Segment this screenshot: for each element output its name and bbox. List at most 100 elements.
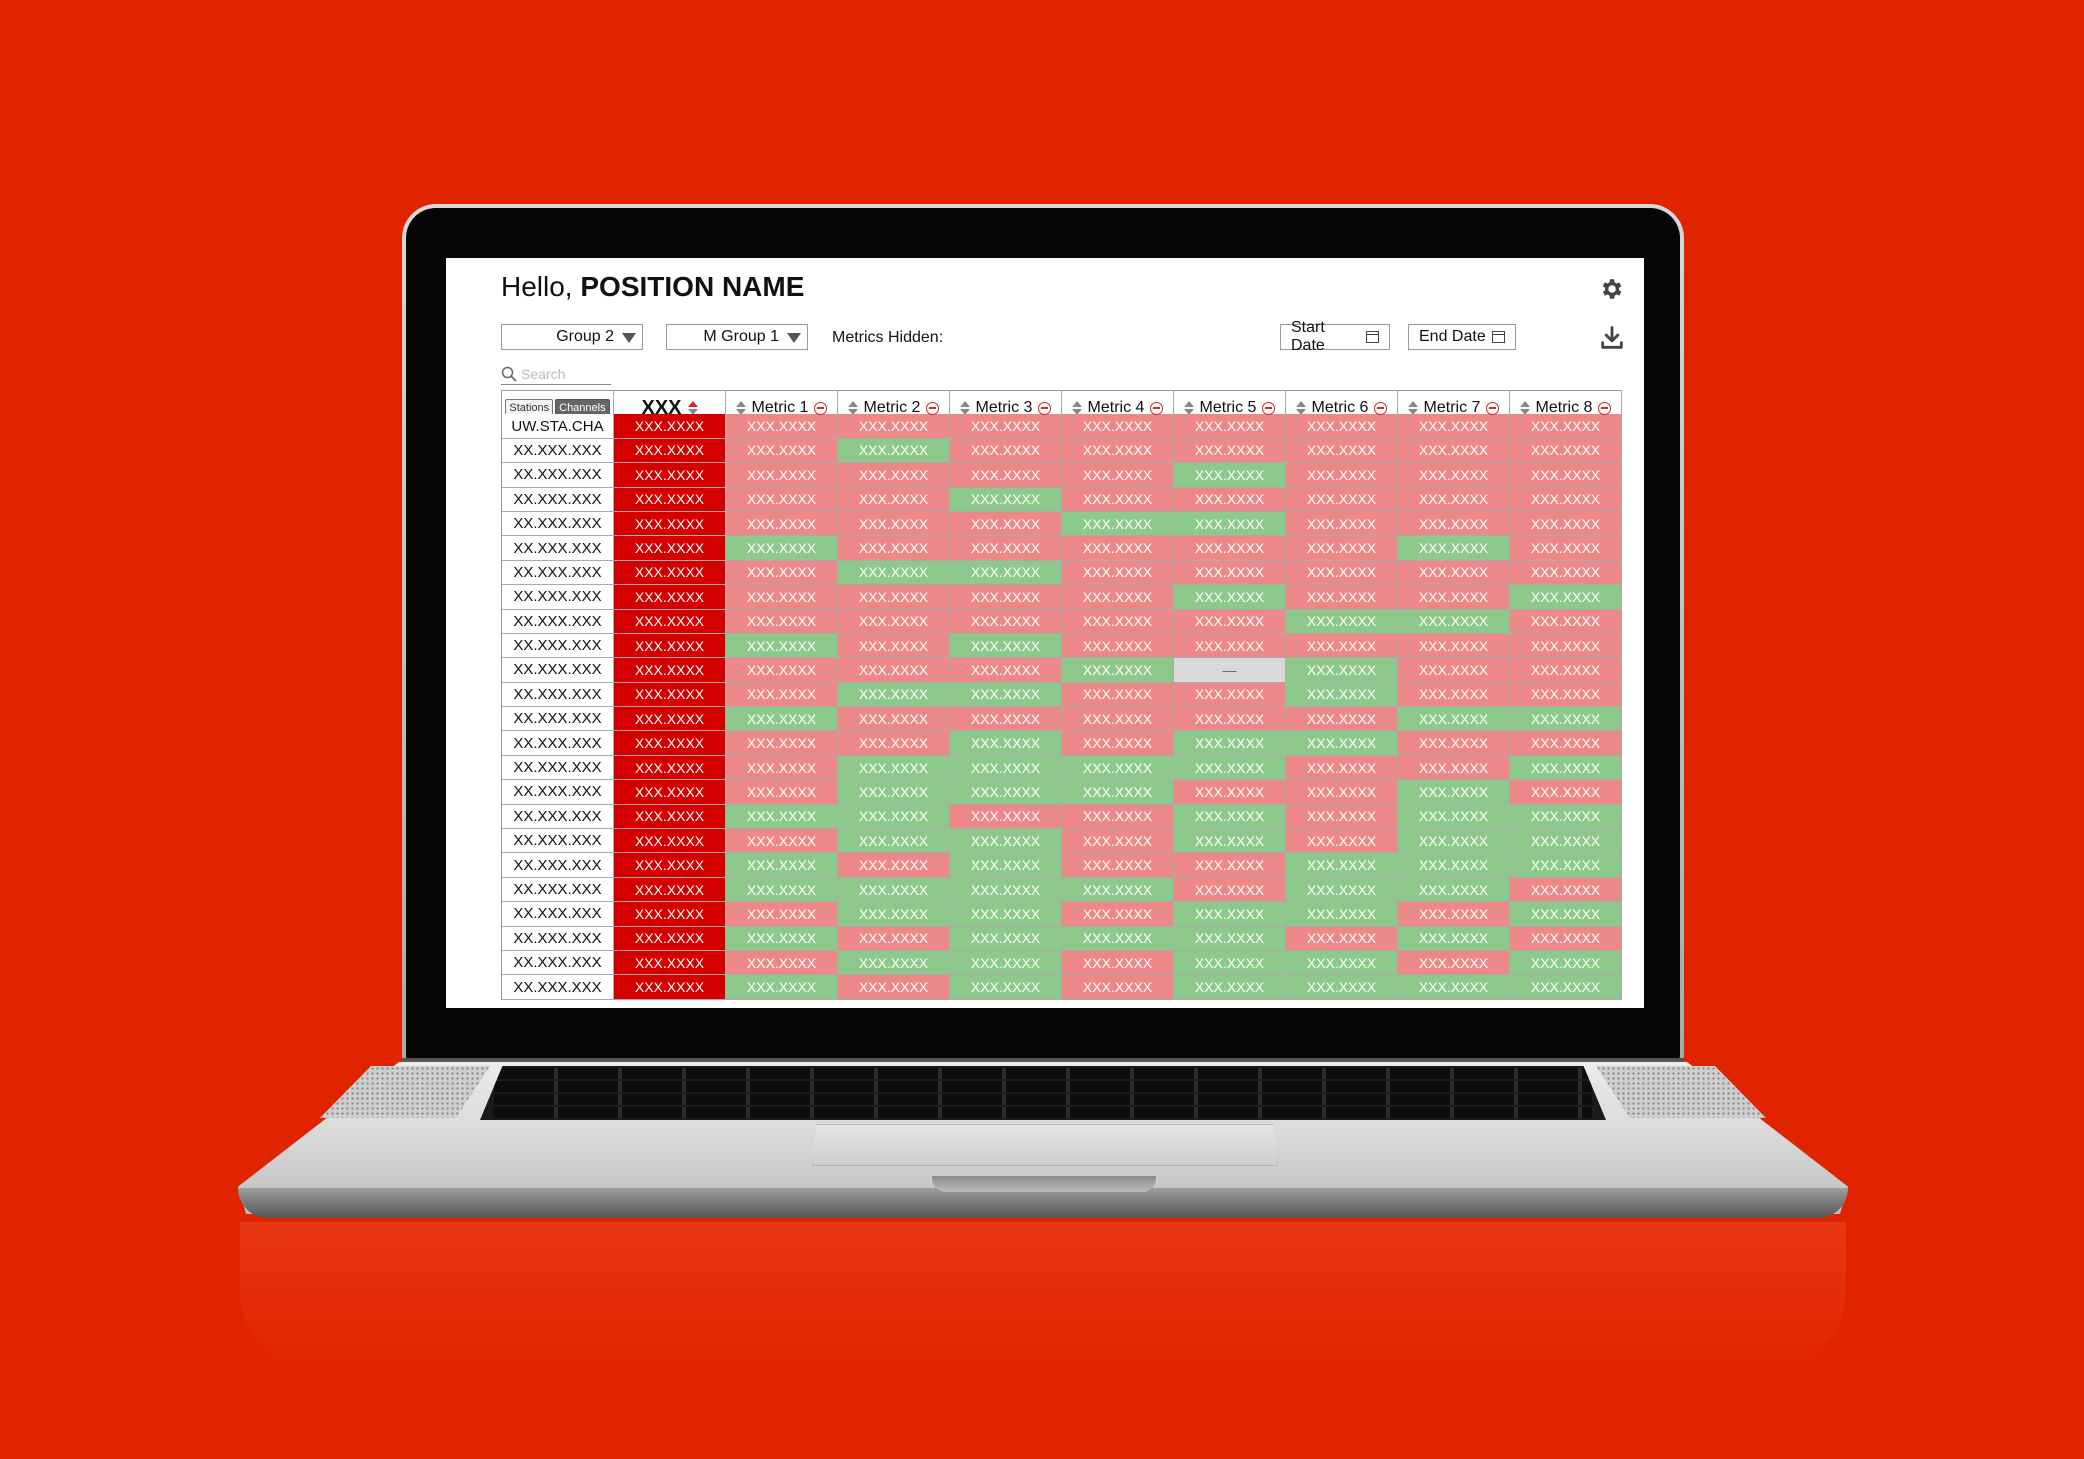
metric-value-cell: XXX.XXXX — [1174, 707, 1286, 732]
metric-header-label: Metric 4 — [1087, 399, 1145, 416]
metric-group-dropdown-value: M Group 1 — [703, 328, 779, 345]
search-box[interactable] — [501, 363, 611, 385]
metric-value-cell: XXX.XXXX — [950, 975, 1062, 1000]
minus-circle-icon[interactable] — [1486, 401, 1500, 415]
row-name[interactable]: XX.XXX.XXX — [502, 438, 614, 464]
metric-value-cell: XXX.XXXX — [950, 829, 1062, 854]
minus-circle-icon[interactable] — [1598, 401, 1612, 415]
metric-value-cell: XXX.XXXX — [1286, 780, 1398, 805]
row-name[interactable]: XX.XXX.XXX — [502, 536, 614, 561]
row-name[interactable]: XX.XXX.XXX — [502, 560, 614, 586]
row-name[interactable]: XX.XXX.XXX — [502, 975, 614, 1000]
primary-value-cell: XXX.XXXX — [614, 804, 726, 830]
sort-arrows-icon[interactable] — [1183, 401, 1194, 415]
sort-arrows-icon[interactable] — [1519, 401, 1530, 415]
metric-value-cell: XXX.XXXX — [1286, 877, 1398, 903]
metric-value-cell: XXX.XXXX — [1062, 902, 1174, 927]
metric-value-cell: XXX.XXXX — [1062, 609, 1174, 634]
metric-value-cell: XXX.XXXX — [1286, 755, 1398, 781]
minus-circle-icon[interactable] — [1262, 401, 1276, 415]
metric-value-cell: XXX.XXXX — [838, 829, 950, 854]
metric-value-cell: XXX.XXXX — [1174, 950, 1286, 976]
metric-value-cell: XXX.XXXX — [726, 877, 838, 903]
row-name[interactable]: XX.XXX.XXX — [502, 585, 614, 610]
metric-value-cell: XXX.XXXX — [1510, 780, 1622, 805]
sort-arrows-icon[interactable] — [847, 401, 858, 415]
row-name[interactable]: XX.XXX.XXX — [502, 487, 614, 512]
metric-value-cell: XXX.XXXX — [1510, 609, 1622, 634]
metric-value-cell: XXX.XXXX — [1286, 975, 1398, 1000]
metric-header-label: Metric 8 — [1535, 399, 1593, 416]
sort-arrows-icon[interactable] — [735, 401, 746, 415]
metric-value-cell: XXX.XXXX — [1510, 511, 1622, 537]
primary-value-cell: XXX.XXXX — [614, 780, 726, 805]
row-name[interactable]: XX.XXX.XXX — [502, 902, 614, 927]
metric-value-cell: XXX.XXXX — [950, 487, 1062, 512]
metric-value-cell: XXX.XXXX — [726, 755, 838, 781]
minus-circle-icon[interactable] — [1038, 401, 1052, 415]
sort-arrows-icon[interactable] — [1295, 401, 1306, 415]
speaker-grille-right — [1596, 1066, 1766, 1118]
metric-value-cell: XXX.XXXX — [1398, 511, 1510, 537]
metric-group-dropdown[interactable]: M Group 1 — [666, 324, 808, 350]
row-name[interactable]: XX.XXX.XXX — [502, 658, 614, 683]
metric-value-cell: XXX.XXXX — [950, 902, 1062, 927]
metric-value-cell: XXX.XXXX — [1174, 926, 1286, 951]
metric-value-cell: XXX.XXXX — [1174, 511, 1286, 537]
row-name[interactable]: XX.XXX.XXX — [502, 950, 614, 976]
sort-arrows-icon[interactable] — [1071, 401, 1082, 415]
metric-value-cell: XXX.XXXX — [1510, 658, 1622, 683]
row-name[interactable]: XX.XXX.XXX — [502, 609, 614, 634]
group-dropdown[interactable]: Group 2 — [501, 324, 643, 350]
metric-value-cell: XXX.XXXX — [1062, 585, 1174, 610]
metric-value-cell: XXX.XXXX — [1398, 804, 1510, 830]
metric-value-cell: XXX.XXXX — [950, 804, 1062, 830]
sort-arrows-icon[interactable] — [687, 401, 698, 415]
minus-circle-icon[interactable] — [1374, 401, 1388, 415]
metric-value-cell: XXX.XXXX — [1510, 877, 1622, 903]
row-name[interactable]: XX.XXX.XXX — [502, 829, 614, 854]
laptop-base-edge — [238, 1188, 1848, 1218]
metric-value-cell: XXX.XXXX — [1286, 487, 1398, 512]
download-icon[interactable] — [1598, 324, 1626, 352]
minus-circle-icon[interactable] — [1150, 401, 1164, 415]
end-date-button[interactable]: End Date — [1408, 324, 1516, 350]
metric-value-cell: XXX.XXXX — [726, 585, 838, 610]
metric-value-cell: XXX.XXXX — [726, 463, 838, 488]
row-name[interactable]: XX.XXX.XXX — [502, 926, 614, 951]
primary-value-cell: XXX.XXXX — [614, 658, 726, 683]
metric-value-cell: XXX.XXXX — [950, 707, 1062, 732]
minus-circle-icon[interactable] — [926, 401, 940, 415]
metric-value-cell: XXX.XXXX — [950, 609, 1062, 634]
row-name[interactable]: XX.XXX.XXX — [502, 633, 614, 659]
search-input[interactable] — [521, 365, 605, 382]
row-name[interactable]: UW.STA.CHA — [502, 414, 614, 439]
start-date-button[interactable]: Start Date — [1280, 319, 1390, 354]
row-name[interactable]: XX.XXX.XXX — [502, 780, 614, 805]
sort-arrows-icon[interactable] — [959, 401, 970, 415]
row-name[interactable]: XX.XXX.XXX — [502, 463, 614, 488]
primary-value-cell: XXX.XXXX — [614, 707, 726, 732]
metric-value-cell: XXX.XXXX — [1174, 463, 1286, 488]
metric-value-cell: XXX.XXXX — [1062, 780, 1174, 805]
metric-value-cell: XXX.XXXX — [1174, 853, 1286, 878]
row-name[interactable]: XX.XXX.XXX — [502, 511, 614, 537]
row-name[interactable]: XX.XXX.XXX — [502, 853, 614, 878]
row-name[interactable]: XX.XXX.XXX — [502, 707, 614, 732]
row-name[interactable]: XX.XXX.XXX — [502, 755, 614, 781]
metric-value-cell: XXX.XXXX — [1398, 585, 1510, 610]
minus-circle-icon[interactable] — [814, 401, 828, 415]
sort-arrows-icon[interactable] — [1407, 401, 1418, 415]
row-name[interactable]: XX.XXX.XXX — [502, 731, 614, 756]
metric-value-cell: XXX.XXXX — [838, 780, 950, 805]
metric-value-cell: XXX.XXXX — [1174, 755, 1286, 781]
row-name[interactable]: XX.XXX.XXX — [502, 877, 614, 903]
metric-value-cell: XXX.XXXX — [1398, 877, 1510, 903]
gear-icon[interactable] — [1598, 276, 1624, 302]
primary-value-cell: XXX.XXXX — [614, 902, 726, 927]
row-name[interactable]: XX.XXX.XXX — [502, 804, 614, 830]
metric-header-label: Metric 6 — [1311, 399, 1369, 416]
metric-value-cell: XXX.XXXX — [950, 536, 1062, 561]
row-name[interactable]: XX.XXX.XXX — [502, 682, 614, 708]
metric-value-cell: XXX.XXXX — [1062, 511, 1174, 537]
